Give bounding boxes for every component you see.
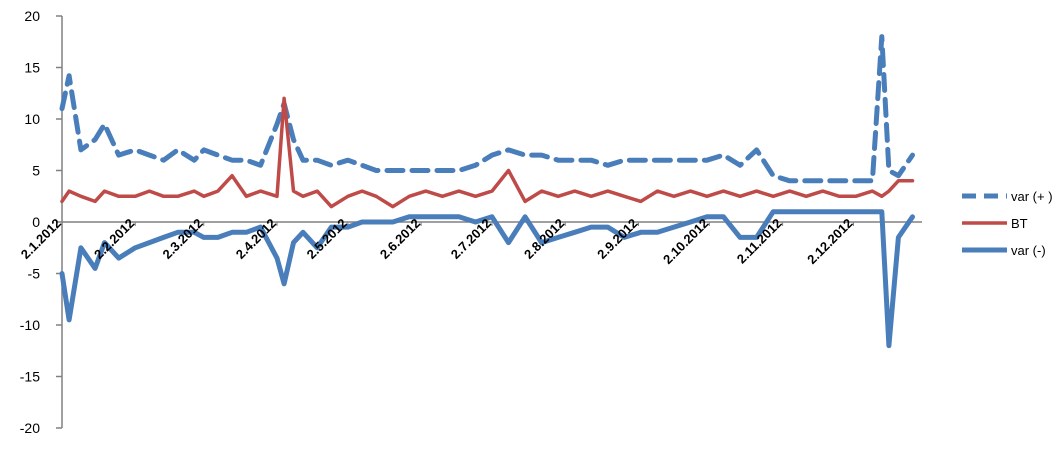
y-tick-labels: -20 -15 -10 -5 0 5 10 15 20 (20, 8, 40, 436)
x-tick-label: 2.11.2012 (734, 216, 785, 267)
legend-label: BT (1011, 216, 1028, 231)
x-tick-label: 2.1.2012 (18, 216, 64, 262)
legend-label: var (+ ) (1011, 189, 1053, 204)
y-tick-label: -20 (20, 420, 40, 436)
series-line-3 (59, 209, 915, 349)
y-tick-label: 0 (32, 214, 40, 230)
y-tick-label: 20 (24, 8, 40, 24)
series-line-2 (60, 96, 915, 209)
x-tick-label: 2.12.2012 (804, 216, 856, 268)
y-tick-label: 15 (24, 60, 40, 76)
y-tick-label: 5 (32, 163, 40, 179)
legend-label: var (-) (1011, 243, 1046, 258)
series-line-1 (59, 34, 915, 184)
legend: var (+ ) BT var (-) (962, 189, 1053, 258)
y-tick-label: -15 (20, 369, 40, 385)
y-tick-label: -5 (28, 266, 41, 282)
series-layer (59, 34, 915, 349)
y-tick-label: 10 (24, 111, 40, 127)
y-tick-label: -10 (20, 317, 40, 333)
axes (56, 15, 922, 429)
